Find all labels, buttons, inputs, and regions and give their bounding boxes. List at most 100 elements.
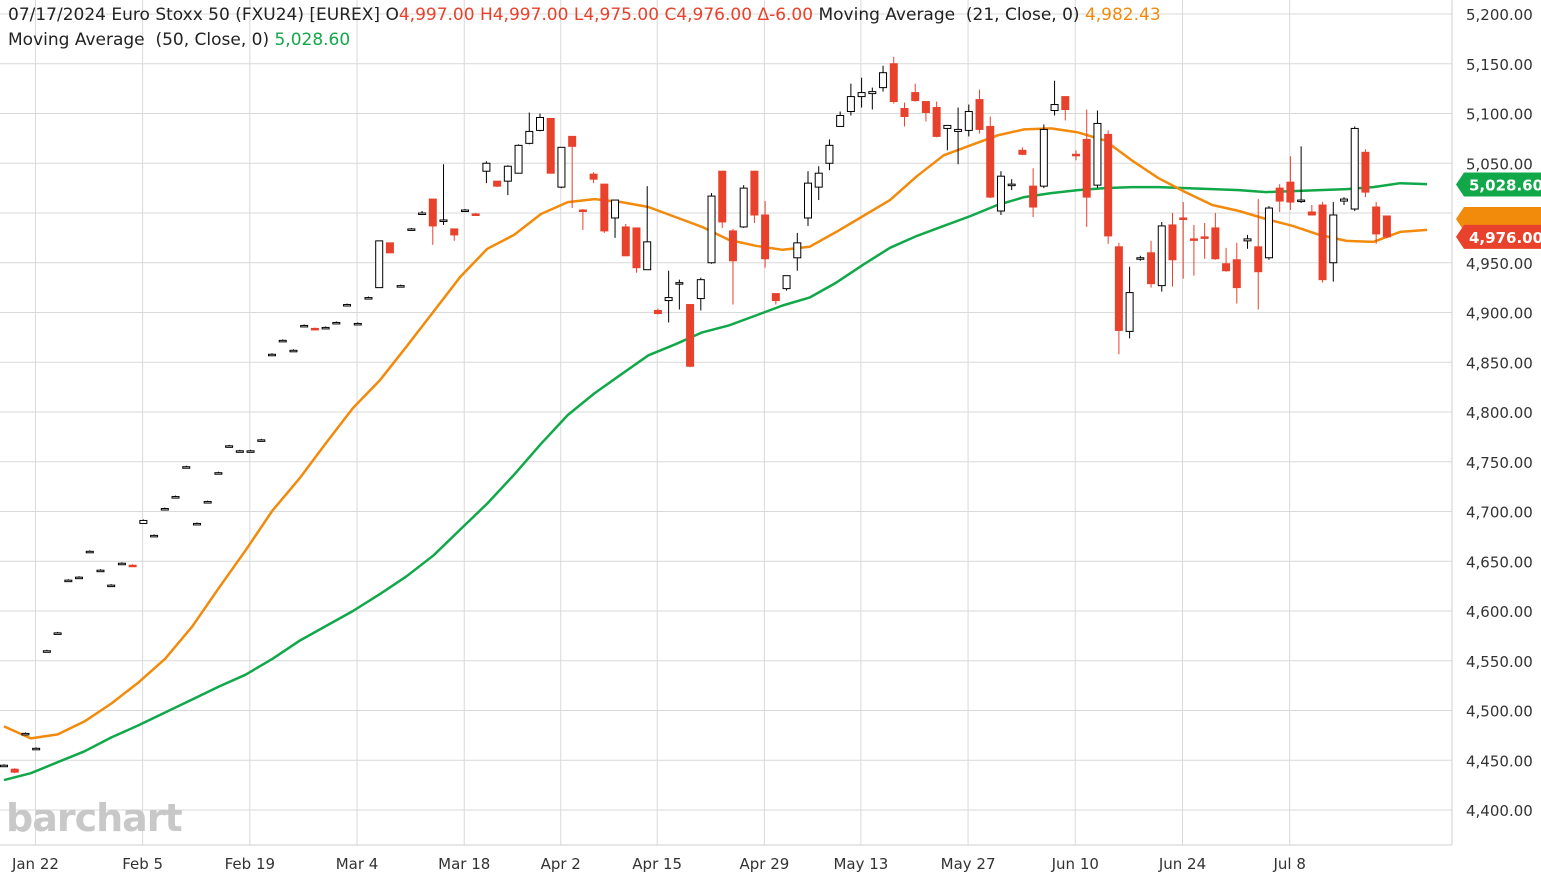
candle-body (814, 172, 823, 188)
candle-body (1136, 257, 1145, 260)
candle-body (728, 230, 737, 262)
candle-body (139, 519, 148, 524)
y-tick-label: 5,200.00 (1466, 6, 1533, 24)
candle-body (975, 99, 984, 130)
candle-body (514, 144, 523, 174)
candle-body (707, 195, 716, 264)
price-badge-bg (1456, 224, 1541, 249)
candle-body (235, 450, 244, 453)
candle-body (578, 209, 587, 213)
candle-body (900, 108, 909, 117)
x-tick-label: Feb 19 (225, 855, 275, 873)
candle-body (911, 92, 920, 102)
candle-body (332, 321, 341, 325)
candle-body (782, 275, 791, 290)
candle-body (632, 227, 641, 269)
y-tick-label: 4,450.00 (1466, 752, 1533, 770)
candle-body (986, 125, 995, 198)
candle-body (1050, 104, 1059, 112)
x-tick-label: Jun 10 (1051, 855, 1099, 873)
candle-body (1157, 225, 1166, 287)
candle-body (793, 242, 802, 259)
candle-body (171, 496, 180, 499)
candle-body (503, 165, 512, 182)
candle-body (1061, 96, 1070, 111)
candle-body (943, 124, 952, 129)
candle-body (1275, 187, 1284, 202)
x-tick-label: May 13 (833, 855, 888, 873)
candle-body (1007, 183, 1016, 187)
x-tick-label: Mar 18 (438, 855, 490, 873)
candle-body (96, 569, 105, 573)
y-tick-label: 4,650.00 (1466, 553, 1533, 571)
candle-body (385, 242, 394, 254)
candle-body (21, 732, 30, 736)
y-tick-label: 4,500.00 (1466, 703, 1533, 721)
candle-body (225, 445, 234, 448)
candle-body (996, 175, 1005, 212)
candle-body (600, 183, 609, 232)
candle-body (471, 213, 480, 216)
candle-body (107, 584, 116, 588)
price-badge: 4,976.00 (1469, 229, 1541, 247)
candle-body (10, 768, 19, 773)
candle-body (1093, 122, 1102, 186)
y-tick-label: 5,050.00 (1466, 155, 1533, 173)
candle-body (450, 228, 459, 236)
x-tick-label: Feb 5 (122, 855, 163, 873)
candle-body (278, 339, 287, 343)
candle-body (1104, 133, 1113, 237)
candle-body (653, 310, 662, 314)
candle-body (611, 199, 620, 219)
candle-body (493, 180, 502, 187)
candle-body (300, 324, 309, 328)
header-date: 07/17/2024 (8, 5, 106, 25)
y-tick-label: 4,700.00 (1466, 504, 1533, 522)
candle-body (460, 209, 469, 213)
ma50-badge: 5,028.60 (1469, 177, 1541, 195)
candle-body (1307, 211, 1316, 216)
candle-body (1039, 128, 1048, 187)
candle-body (289, 349, 298, 353)
y-tick-label: 4,750.00 (1466, 454, 1533, 472)
candle-body (536, 116, 544, 131)
header-high: H4,997.00 (479, 5, 569, 25)
candle-body (643, 241, 652, 271)
y-tick-label: 4,900.00 (1466, 305, 1533, 323)
header-low: L4,975.00 (573, 5, 660, 25)
candle-body (1243, 238, 1252, 242)
candle-body (868, 91, 877, 95)
candle-body (150, 534, 159, 538)
candle-body (396, 285, 405, 288)
candle-body (932, 107, 941, 137)
header-change: Δ-6.00 (757, 5, 814, 25)
candle-body (160, 508, 169, 511)
candle-body (182, 466, 191, 469)
candle-body (0, 764, 8, 768)
x-tick-label: Jun 24 (1158, 855, 1206, 873)
header-open: 4,997.00 (398, 5, 475, 25)
ma50-badge-bg (1456, 172, 1541, 197)
candle-body (825, 144, 834, 164)
header-ma50-label: Moving Average (50, Close, 0) (8, 30, 270, 50)
candle-body (1018, 149, 1027, 155)
header-ma50-value: 5,028.60 (274, 30, 351, 50)
candle-body (1318, 204, 1327, 281)
candle-body (1232, 259, 1241, 289)
candle-body (192, 522, 201, 526)
candle-body (964, 111, 973, 131)
candle-body (1350, 127, 1359, 210)
candle-body (750, 170, 759, 216)
candle-body (1382, 215, 1391, 238)
candle-body (1361, 151, 1370, 193)
x-tick-label: Apr 29 (739, 855, 789, 873)
candle-body (1254, 246, 1263, 273)
header-ma21-label: Moving Average (21, Close, 0) (818, 5, 1080, 25)
candle-body (418, 212, 427, 215)
candle-body (879, 72, 888, 89)
x-tick-label: Mar 4 (336, 855, 379, 873)
candle-body (1168, 224, 1177, 261)
candle-body (1222, 263, 1231, 272)
